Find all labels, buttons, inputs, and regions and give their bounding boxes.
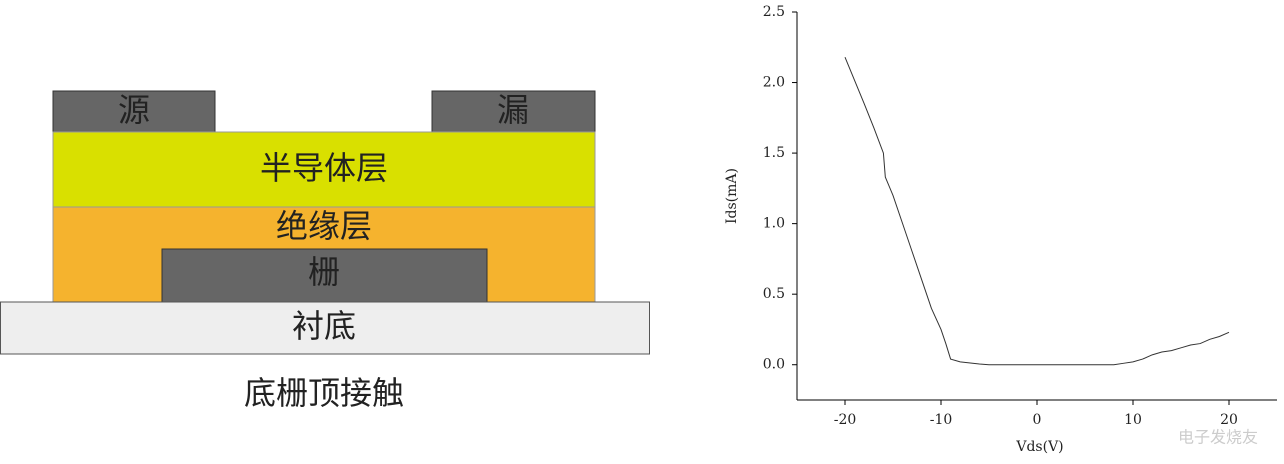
y-tick-label: 2.5 — [763, 4, 785, 20]
diagram: 源 漏 半导体层 绝缘层 栅 衬底 底栅顶接触 — [0, 90, 650, 412]
y-tick-label: 0.5 — [763, 286, 785, 302]
caption: 底栅顶接触 — [244, 374, 404, 412]
x-tick-label: 0 — [1033, 412, 1042, 428]
drain-block — [431, 90, 596, 133]
y-axis-label: Ids(mA) — [724, 168, 740, 224]
y-tick-label: 0.0 — [763, 357, 785, 373]
drain-label: 漏 — [497, 91, 529, 129]
substrate-label: 衬底 — [292, 307, 356, 345]
y-tick-label: 1.5 — [763, 145, 785, 161]
semiconductor-layer — [52, 131, 596, 208]
x-tick-label: -10 — [930, 412, 953, 428]
x-tick-label: 10 — [1124, 412, 1142, 428]
insulator-label: 绝缘层 — [276, 207, 372, 245]
y-tick-label: 1.0 — [763, 216, 785, 232]
source-label: 源 — [118, 91, 150, 129]
chart: Vds(V) Ids(mA) 电子发烧友 0.0 0.5 1.0 1.5 2.0 2.5 -… — [724, 4, 1277, 455]
x-tick-label: 20 — [1220, 412, 1238, 428]
x-tick-label: -20 — [834, 412, 857, 428]
gate-block — [161, 248, 488, 303]
y-tick-label: 2.0 — [763, 75, 785, 91]
gate-label: 栅 — [308, 253, 340, 291]
source-block — [52, 90, 216, 133]
semiconductor-label: 半导体层 — [260, 149, 388, 187]
x-axis-label: Vds(V) — [1015, 439, 1063, 455]
substrate-layer — [0, 301, 650, 355]
data-line — [844, 56, 1230, 366]
watermark: 电子发烧友 — [1178, 428, 1258, 447]
